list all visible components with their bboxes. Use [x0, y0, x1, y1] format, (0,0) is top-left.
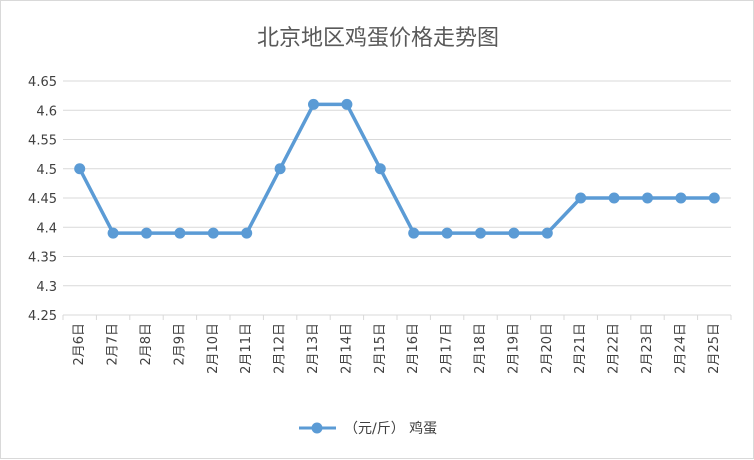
- x-tick-label: 2月20日: [540, 323, 555, 374]
- data-point[interactable]: [475, 227, 486, 239]
- x-tick-label: 2月7日: [106, 323, 121, 366]
- x-tick-label: 2月17日: [440, 323, 455, 374]
- data-point[interactable]: [141, 227, 152, 239]
- data-point[interactable]: [575, 192, 587, 204]
- x-tick-label: 2月22日: [607, 323, 622, 374]
- data-point[interactable]: [174, 227, 186, 239]
- x-tick-label: 2月8日: [139, 323, 154, 366]
- gridlines: [63, 80, 731, 287]
- data-point[interactable]: [308, 98, 319, 110]
- x-tick-label: 2月14日: [339, 323, 354, 374]
- data-point[interactable]: [374, 163, 386, 175]
- series-line: [77, 102, 717, 235]
- chart-title: 北京地区鸡蛋价格走势图: [257, 26, 499, 51]
- y-tick-label: 4.45: [28, 192, 57, 207]
- data-point[interactable]: [608, 192, 620, 204]
- y-tick-label: 4.25: [28, 309, 57, 324]
- x-tick-label: 2月10日: [206, 323, 221, 374]
- x-tick-label: 2月18日: [473, 323, 488, 374]
- x-axis-tick-labels: 2月6日 2月7日 2月8日 2月9日 2月10日 2月11日 2月12日 2月13日 2月14…: [72, 323, 722, 374]
- data-point[interactable]: [241, 227, 253, 239]
- data-point[interactable]: [441, 227, 453, 239]
- data-point[interactable]: [207, 227, 219, 239]
- x-tick-label: 2月13日: [306, 323, 321, 374]
- y-tick-label: 4.5: [36, 163, 57, 178]
- y-tick-label: 4.4: [36, 221, 57, 236]
- legend-marker: [311, 422, 323, 434]
- y-tick-label: 4.3: [36, 280, 57, 295]
- data-point[interactable]: [541, 227, 553, 239]
- y-tick-label: 4.65: [28, 75, 57, 90]
- x-tick-label: 2月25日: [707, 323, 722, 374]
- series-egg: [74, 98, 720, 239]
- x-tick-label: 2月24日: [673, 323, 688, 374]
- x-tick-label: 2月12日: [273, 323, 288, 374]
- x-tick-label: 2月15日: [373, 323, 388, 374]
- data-point[interactable]: [341, 98, 353, 110]
- x-tick-label: 2月21日: [573, 323, 588, 374]
- x-tick-label: 2月6日: [72, 323, 87, 366]
- x-tick-label: 2月19日: [506, 323, 521, 374]
- x-tick-label: 2月16日: [406, 323, 421, 374]
- x-tick-label: 2月9日: [172, 323, 187, 366]
- x-tick-label: 2月11日: [239, 323, 254, 374]
- data-point[interactable]: [74, 163, 86, 175]
- x-tick-label: 2月23日: [640, 323, 655, 374]
- y-tick-label: 4.35: [28, 251, 57, 266]
- data-point[interactable]: [675, 192, 687, 204]
- data-point[interactable]: [708, 192, 720, 204]
- data-point[interactable]: [107, 227, 119, 239]
- y-tick-label: 4.6: [36, 104, 57, 119]
- y-axis-tick-labels: 4.25 4.3 4.35 4.4 4.45 4.5 4.55 4.6 4.65: [28, 75, 57, 324]
- y-tick-label: 4.55: [28, 134, 57, 149]
- data-point[interactable]: [508, 227, 520, 239]
- legend[interactable]: （元/斤） 鸡蛋: [299, 420, 437, 437]
- data-point[interactable]: [274, 163, 286, 175]
- data-point[interactable]: [408, 227, 420, 239]
- legend-label: （元/斤） 鸡蛋: [344, 420, 437, 437]
- data-point[interactable]: [642, 192, 653, 204]
- x-axis: [62, 314, 732, 320]
